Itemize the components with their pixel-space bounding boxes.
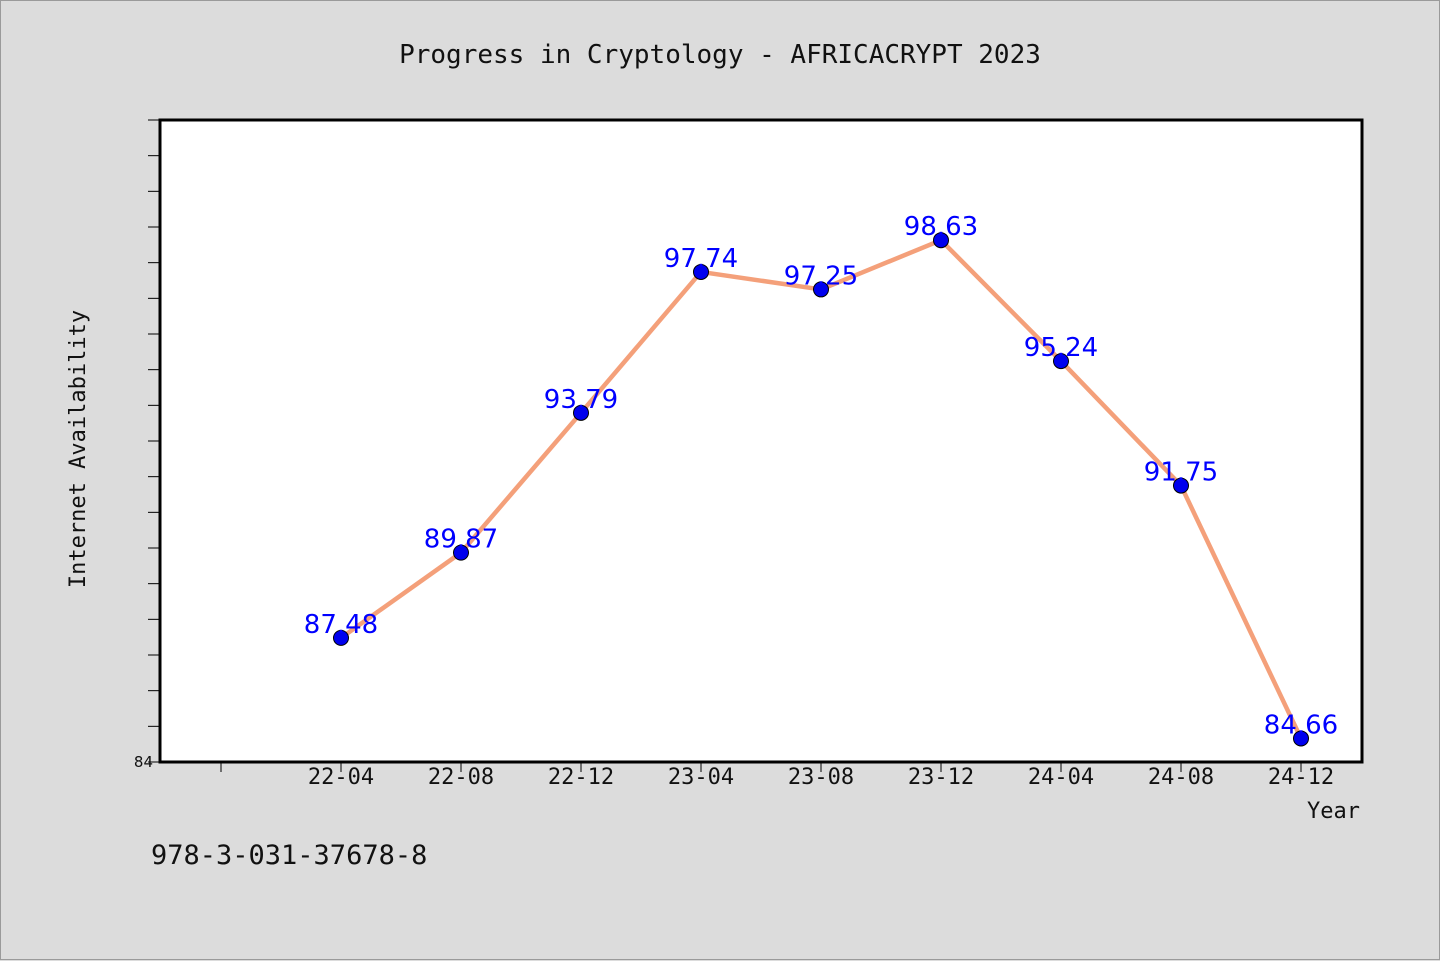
y-tick-label: 84 bbox=[134, 753, 153, 771]
data-points bbox=[333, 232, 1309, 747]
x-tick-label: 22-08 bbox=[428, 765, 494, 790]
plot-area bbox=[158, 118, 1364, 764]
data-point bbox=[573, 404, 589, 421]
isbn-annotation: 978-3-031-37678-8 bbox=[151, 840, 427, 871]
data-point bbox=[453, 544, 469, 561]
data-label: 89.87 bbox=[424, 525, 498, 555]
y-axis-label: Internet Availability bbox=[66, 310, 91, 588]
data-point bbox=[933, 232, 949, 249]
data-point bbox=[1293, 730, 1309, 747]
x-tick-label: 24-04 bbox=[1028, 765, 1094, 790]
x-axis-label: Year bbox=[1307, 799, 1360, 824]
data-label: 97.74 bbox=[664, 244, 738, 274]
data-label: 97.25 bbox=[784, 261, 858, 291]
x-tick-label: 24-08 bbox=[1148, 765, 1214, 790]
x-tick-label: 23-08 bbox=[788, 765, 854, 790]
data-label: 84.66 bbox=[1264, 710, 1338, 740]
x-tick-labels: 22-04 22-08 22-12 23-04 23-08 23-12 24-04 24-08… bbox=[308, 765, 1334, 790]
data-label: 91.75 bbox=[1144, 458, 1218, 488]
data-point bbox=[1173, 477, 1189, 494]
data-point bbox=[333, 629, 349, 646]
data-point bbox=[1053, 353, 1069, 370]
x-tick-label: 22-12 bbox=[548, 765, 614, 790]
data-point bbox=[813, 281, 829, 298]
data-label: 98.63 bbox=[904, 212, 978, 242]
data-label: 93.79 bbox=[544, 385, 618, 415]
chart-title: Progress in Cryptology - AFRICACRYPT 202… bbox=[399, 40, 1041, 70]
x-tick-label: 23-04 bbox=[668, 765, 734, 790]
data-label: 87.48 bbox=[304, 610, 378, 640]
y-axis-ticks bbox=[148, 119, 160, 763]
x-tick-label: 22-04 bbox=[308, 765, 374, 790]
data-label: 95.24 bbox=[1024, 333, 1098, 363]
x-axis-ticks bbox=[220, 762, 1302, 772]
data-point bbox=[693, 263, 709, 280]
x-tick-label: 24-12 bbox=[1268, 765, 1334, 790]
data-labels: 87.48 89.87 93.79 97.74 97.25 98.63 95.24 91.75… bbox=[304, 212, 1338, 740]
x-tick-label: 23-12 bbox=[908, 765, 974, 790]
